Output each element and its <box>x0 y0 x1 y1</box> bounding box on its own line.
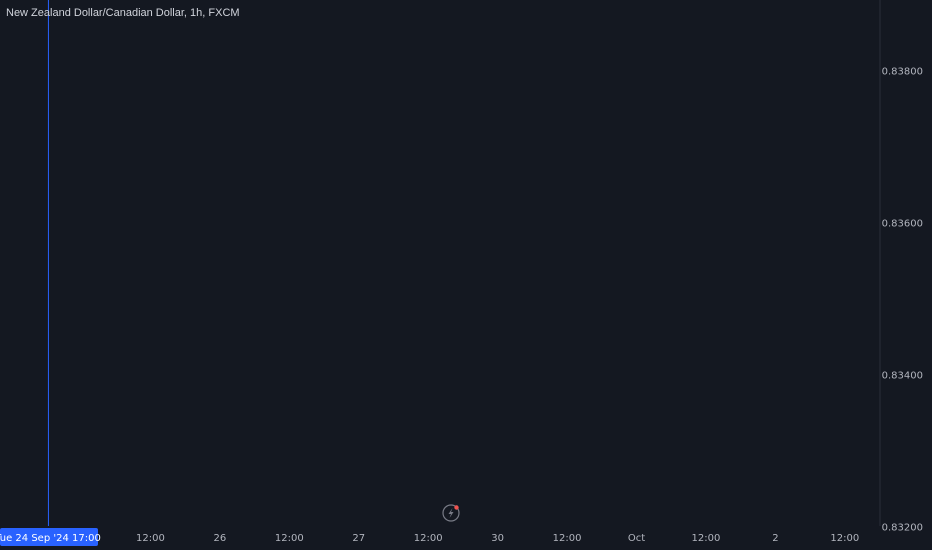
price-axis <box>880 0 932 550</box>
y-tick-label: 0.83400 <box>882 370 923 381</box>
time-axis <box>0 526 932 550</box>
lightning-bolt-icon <box>448 508 454 518</box>
notification-dot-icon <box>454 505 459 510</box>
y-tick-label: 0.83800 <box>882 66 923 77</box>
x-tick-label: 2 <box>772 533 778 544</box>
x-tick-label: 12:00 <box>830 533 859 544</box>
x-tick-label: 12:00 <box>136 533 165 544</box>
x-tick-label: 30 <box>491 533 504 544</box>
crosshair-time-badge <box>0 528 98 546</box>
x-tick-label: 12:00 <box>553 533 582 544</box>
x-tick-label: 12:00 <box>692 533 721 544</box>
x-tick-label: 26 <box>213 533 226 544</box>
y-tick-label: 0.83200 <box>882 522 923 533</box>
chart-title: New Zealand Dollar/Canadian Dollar, 1h, … <box>6 7 240 19</box>
y-tick-label: 0.83600 <box>882 218 923 229</box>
x-tick-label: 12:00 <box>275 533 304 544</box>
x-tick-label: 12:00 <box>414 533 443 544</box>
x-tick-label: Oct <box>628 533 645 544</box>
lightning-icon <box>442 504 460 522</box>
x-tick-label: 27 <box>352 533 365 544</box>
crosshair-time-label: Tue 24 Sep '24 17:00 <box>0 533 101 544</box>
